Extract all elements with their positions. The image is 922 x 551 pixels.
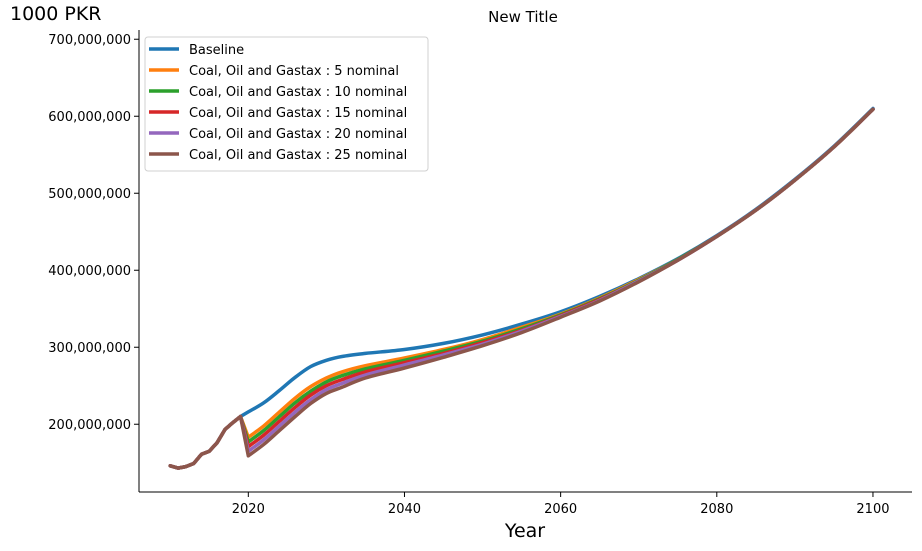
x-axis: 2020 2040 2060 2080 2100	[232, 492, 890, 517]
legend: Baseline Coal, Oil and Gastax : 5 nominal…	[144, 36, 429, 172]
y-axis: 200,000,000 300,000,000 400,000,000 500,000…	[48, 33, 139, 433]
legend-label: Coal, Oil and Gastax : 10 nominal	[189, 85, 407, 100]
y-tick-label: 600,000,000	[48, 110, 131, 125]
legend-label: Coal, Oil and Gastax : 5 nominal	[189, 64, 399, 79]
legend-box	[144, 36, 429, 172]
y-tick-label: 200,000,000	[48, 418, 131, 433]
legend-label: Coal, Oil and Gastax : 15 nominal	[189, 106, 407, 121]
x-tick-label: 2060	[544, 502, 577, 517]
axes-lines	[138, 30, 912, 493]
series-layer	[168, 106, 875, 470]
legend-label: Baseline	[189, 43, 244, 58]
y-tick-label: 400,000,000	[48, 264, 131, 279]
series-line-5	[168, 107, 875, 470]
unit-label: 1000 PKR	[10, 3, 102, 25]
y-tick-label: 500,000,000	[48, 187, 131, 202]
x-tick-label: 2040	[388, 502, 421, 517]
x-tick-label: 2020	[232, 502, 265, 517]
legend-label: Coal, Oil and Gastax : 20 nominal	[189, 127, 407, 142]
x-axis-label: Year	[504, 520, 545, 542]
chart-title: New Title	[488, 8, 558, 26]
y-tick-label: 700,000,000	[48, 33, 131, 48]
y-tick-label: 300,000,000	[48, 341, 131, 356]
x-tick-label: 2080	[700, 502, 733, 517]
x-tick-label: 2100	[856, 502, 889, 517]
legend-label: Coal, Oil and Gastax : 25 nominal	[189, 148, 407, 163]
